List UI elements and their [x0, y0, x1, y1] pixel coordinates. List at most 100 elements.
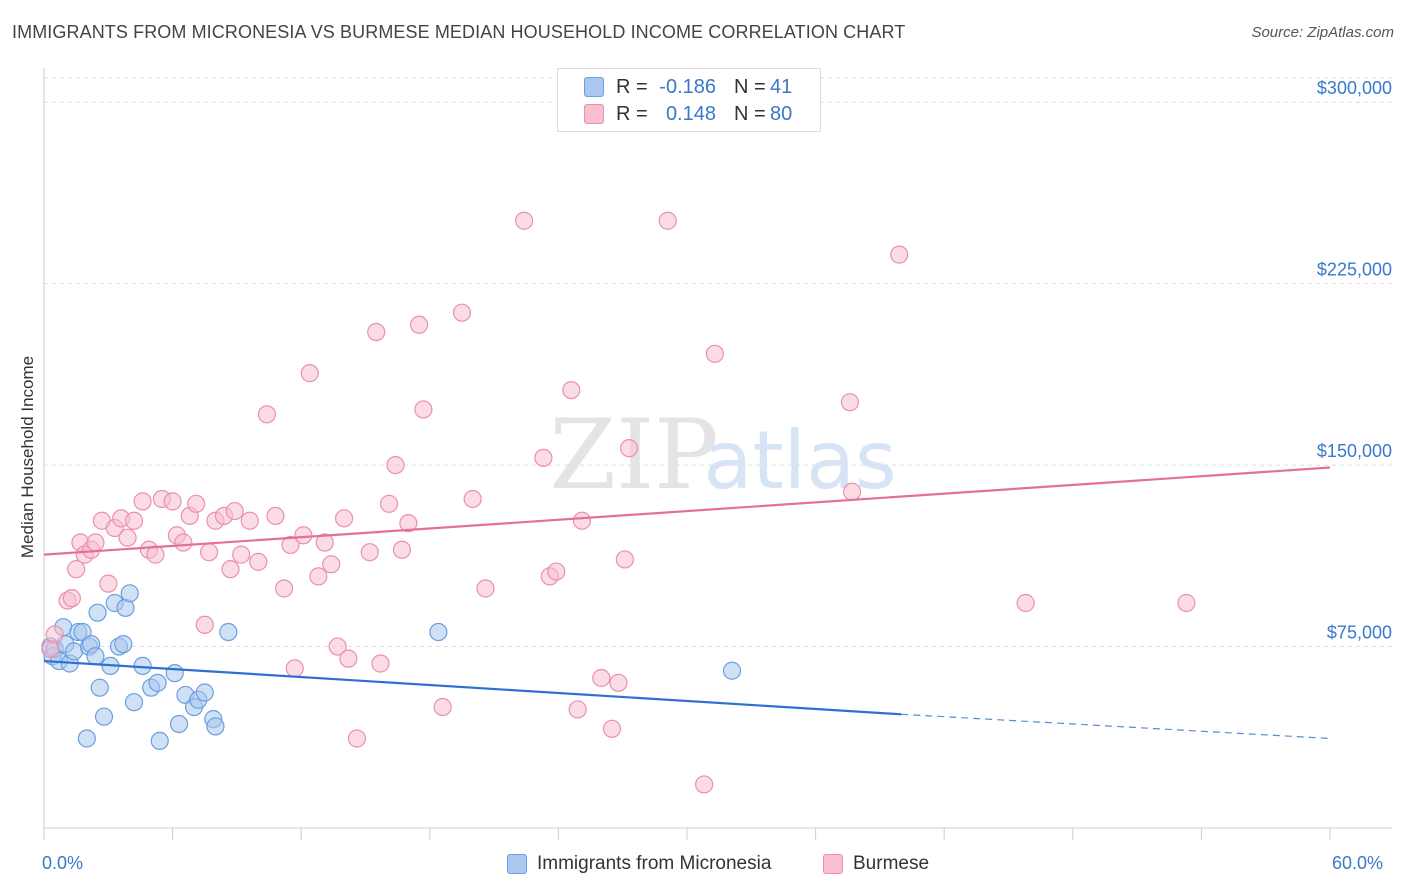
point-burmese	[476, 579, 495, 598]
legend-row-burmese: R = 0.148 N = 80	[584, 101, 792, 127]
y-tick-label: $300,000	[1317, 78, 1392, 98]
point-burmese	[840, 393, 859, 412]
point-burmese	[842, 482, 862, 501]
point-burmese	[294, 526, 313, 545]
point-burmese	[309, 567, 328, 586]
point-burmese	[452, 303, 472, 322]
point-burmese	[695, 775, 714, 794]
point-burmese	[399, 514, 418, 533]
y-tick-label: $225,000	[1317, 260, 1392, 280]
point-micronesia	[206, 717, 225, 736]
trend-layer	[43, 466, 1331, 740]
point-micronesia	[169, 714, 189, 734]
point-burmese	[240, 511, 259, 530]
correlation-legend: R = -0.186 N = 41 R = 0.148 N = 80	[557, 68, 821, 132]
point-burmese	[515, 211, 534, 230]
point-burmese	[547, 562, 566, 581]
point-micronesia	[64, 642, 84, 661]
bottom-legend-label-micronesia: Immigrants from Micronesia	[537, 853, 772, 874]
point-micronesia	[219, 622, 238, 642]
point-burmese	[163, 492, 182, 511]
point-burmese	[99, 574, 118, 593]
x-tick-label-max: 60.0%	[1332, 853, 1384, 873]
y-axis-label: Median Household Income	[18, 355, 37, 559]
point-burmese	[360, 543, 379, 562]
point-burmese	[463, 489, 482, 509]
bottom-legend-micronesia: Immigrants from Micronesia	[507, 852, 771, 876]
point-burmese	[1177, 593, 1196, 613]
point-burmese	[174, 533, 193, 552]
point-burmese	[620, 439, 639, 458]
point-burmese	[334, 509, 354, 528]
points-layer	[41, 211, 1196, 794]
point-burmese	[562, 380, 581, 400]
point-burmese	[62, 589, 81, 608]
legend-swatch-burmese	[584, 104, 604, 124]
legend-r-label: R =	[616, 75, 648, 98]
point-micronesia	[94, 707, 114, 726]
legend-r-label: R =	[616, 102, 648, 125]
point-micronesia	[86, 647, 105, 666]
point-burmese	[249, 552, 268, 571]
point-burmese	[285, 659, 304, 678]
point-burmese	[609, 673, 628, 692]
point-burmese	[195, 615, 214, 634]
source-label: Source: ZipAtlas.com	[1251, 24, 1394, 41]
point-micronesia	[114, 635, 133, 654]
point-burmese	[45, 625, 64, 644]
point-burmese	[386, 455, 405, 475]
bottom-legend-swatch-micronesia	[507, 854, 527, 874]
point-micronesia	[90, 678, 109, 697]
point-burmese	[86, 533, 105, 552]
trend-line-micronesia-extension	[901, 713, 1331, 740]
y-tick-label: $150,000	[1317, 441, 1392, 461]
point-micronesia	[165, 664, 184, 683]
point-burmese	[187, 494, 206, 513]
point-micronesia	[88, 603, 107, 622]
point-burmese	[890, 245, 909, 264]
point-burmese	[266, 506, 285, 526]
point-burmese	[367, 322, 386, 342]
bottom-legend-label-burmese: Burmese	[853, 853, 930, 874]
point-micronesia	[429, 622, 448, 642]
point-burmese	[124, 511, 144, 530]
point-burmese	[118, 528, 137, 547]
y-tick-label: $75,000	[1327, 623, 1392, 643]
axes-layer	[43, 68, 1392, 840]
point-micronesia	[148, 673, 167, 692]
x-tick-label-min: 0.0%	[42, 853, 84, 873]
point-burmese	[225, 501, 244, 521]
point-micronesia	[722, 661, 742, 680]
point-burmese	[257, 405, 277, 424]
bottom-legend-swatch-burmese	[823, 854, 843, 874]
point-burmese	[133, 492, 152, 511]
point-burmese	[315, 533, 334, 552]
point-burmese	[232, 545, 251, 564]
watermark-atlas: atlas	[703, 414, 896, 507]
legend-r-value-micronesia: -0.186	[659, 75, 716, 98]
point-burmese	[146, 545, 165, 564]
point-burmese	[534, 448, 553, 467]
legend-n-value-burmese: 80	[770, 102, 793, 125]
point-burmese	[221, 560, 240, 579]
point-burmese	[347, 729, 367, 748]
y-tick-labels: $75,000 $150,000 $225,000 $300,000	[1317, 78, 1392, 642]
chart-title: IMMIGRANTS FROM MICRONESIA VS BURMESE ME…	[12, 22, 906, 42]
legend-n-value-micronesia: 41	[770, 75, 793, 98]
legend-n-label: N =	[734, 75, 766, 98]
point-burmese	[339, 649, 358, 668]
point-burmese	[274, 579, 294, 598]
bottom-legend-burmese: Burmese	[823, 852, 929, 876]
trend-line-micronesia	[43, 659, 902, 716]
point-burmese	[392, 540, 412, 559]
point-burmese	[67, 560, 86, 579]
point-burmese	[572, 511, 592, 530]
point-burmese	[658, 211, 677, 230]
point-burmese	[705, 344, 724, 363]
trend-line-burmese	[43, 466, 1331, 556]
point-micronesia	[120, 584, 139, 603]
point-burmese	[414, 400, 433, 419]
point-micronesia	[77, 729, 96, 748]
legend-swatch-micronesia	[584, 77, 604, 97]
